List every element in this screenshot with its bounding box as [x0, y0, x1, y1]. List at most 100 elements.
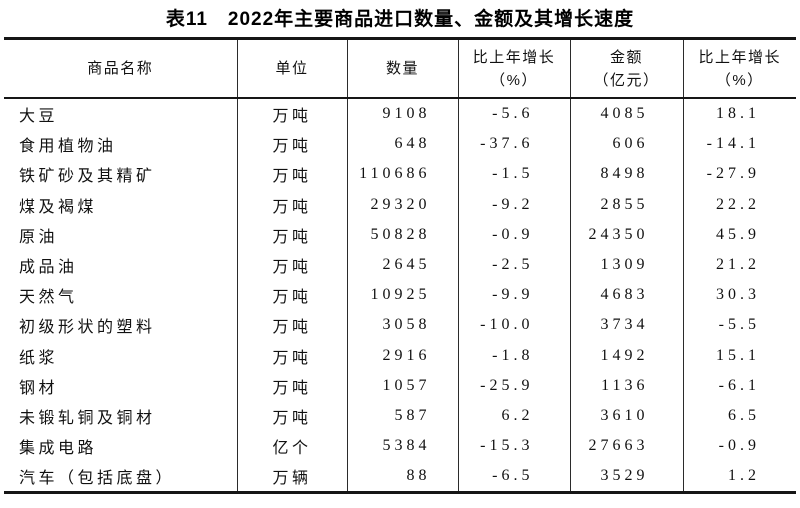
cell-quantity: 648 [346, 129, 458, 160]
cell-quantity_growth: -2.5 [457, 249, 570, 281]
table-header: 商品名称 单位 数量 比上年增长 （%） 金额 （亿元） 比上年增长 （%） [4, 38, 796, 99]
cell-commodity: 汽车（包括底盘） [19, 470, 176, 488]
table-row: 成品油 万吨 2645 -2.5 1309 21.2 [4, 249, 796, 281]
cell-amount: 2855 [569, 189, 683, 220]
cell-amount: 8498 [569, 159, 683, 190]
cell-unit: 亿个 [236, 431, 347, 462]
cell-quantity: 5384 [346, 431, 458, 462]
cell-amount: 1492 [569, 340, 683, 371]
cell-unit: 万吨 [236, 189, 347, 220]
cell-unit: 万吨 [236, 280, 347, 311]
cell-unit: 万吨 [236, 219, 347, 250]
cell-amount_growth: 15.1 [682, 340, 796, 371]
col-header-quantity-growth-unit: （%） [490, 71, 538, 89]
cell-quantity: 10925 [346, 280, 458, 311]
cell-unit: 万吨 [236, 370, 347, 401]
col-header-quantity-label: 数量 [385, 60, 419, 77]
cell-amount: 1136 [569, 370, 683, 401]
cell-quantity_growth: -25.9 [457, 370, 570, 401]
table-row: 未锻轧铜及铜材 万吨 587 6.2 3610 6.5 [4, 400, 796, 432]
table-row: 初级形状的塑料 万吨 3058 -10.0 3734 -5.5 [4, 310, 796, 341]
cell-unit: 万吨 [236, 310, 347, 341]
cell-unit: 万吨 [236, 340, 347, 371]
cell-amount_growth: 22.2 [682, 189, 796, 220]
cell-commodity: 成品油 [19, 259, 78, 277]
header-row: 商品名称 单位 数量 比上年增长 （%） 金额 （亿元） 比上年增长 （%） [4, 38, 796, 99]
cell-amount_growth: -27.9 [682, 159, 796, 190]
cell-quantity: 29320 [346, 189, 458, 220]
col-header-quantity-growth: 比上年增长 （%） [457, 38, 570, 99]
cell-quantity: 110686 [346, 159, 458, 190]
table-row: 食用植物油 万吨 648 -37.6 606 -14.1 [4, 129, 796, 160]
table-row: 煤及褐煤 万吨 29320 -9.2 2855 22.2 [4, 189, 796, 220]
cell-commodity: 铁矿砂及其精矿 [19, 168, 156, 186]
cell-amount_growth: 6.5 [682, 400, 796, 432]
cell-quantity_growth: -5.6 [457, 98, 570, 130]
cell-unit: 万辆 [236, 461, 347, 493]
cell-amount_growth: 21.2 [682, 249, 796, 281]
col-header-commodity: 商品名称 [4, 38, 237, 99]
col-header-amount-label: 金额 [609, 48, 643, 66]
cell-quantity_growth: -6.5 [457, 461, 570, 493]
table-row: 天然气 万吨 10925 -9.9 4683 30.3 [4, 280, 796, 311]
cell-quantity_growth: -37.6 [457, 129, 570, 160]
col-header-amount-growth-label: 比上年增长 [698, 48, 781, 66]
cell-quantity_growth: -10.0 [457, 310, 570, 341]
col-header-unit: 单位 [236, 38, 347, 99]
col-header-commodity-label: 商品名称 [87, 60, 154, 77]
table-row: 铁矿砂及其精矿 万吨 110686 -1.5 8498 -27.9 [4, 159, 796, 190]
cell-amount_growth: 30.3 [682, 280, 796, 311]
col-header-amount-growth-unit: （%） [715, 71, 764, 89]
cell-amount: 4683 [569, 280, 683, 311]
table-body: 大豆 万吨 9108 -5.6 4085 18.1 食用植物油 万吨 648 -37.6 606 -1… [4, 98, 796, 493]
table-row: 汽车（包括底盘） 万辆 88 -6.5 3529 1.2 [4, 461, 796, 493]
table-row: 集成电路 亿个 5384 -15.3 27663 -0.9 [4, 431, 796, 462]
cell-quantity: 1057 [346, 370, 458, 401]
cell-quantity: 3058 [346, 310, 458, 341]
cell-amount_growth: -5.5 [682, 310, 796, 341]
table-title: 表11 2022年主要商品进口数量、金额及其增长速度 [165, 9, 635, 30]
cell-commodity: 未锻轧铜及铜材 [19, 409, 156, 427]
col-header-amount-unit: （亿元） [593, 71, 660, 89]
cell-quantity_growth: -9.9 [457, 280, 570, 311]
cell-quantity: 2645 [346, 249, 458, 281]
cell-quantity_growth: 6.2 [457, 400, 570, 432]
cell-unit: 万吨 [236, 400, 347, 432]
cell-quantity_growth: -1.8 [457, 340, 570, 371]
cell-amount_growth: -6.1 [682, 370, 796, 401]
cell-amount_growth: 1.2 [682, 461, 796, 493]
col-header-amount-growth: 比上年增长 （%） [682, 38, 796, 99]
cell-amount: 3529 [569, 461, 683, 493]
cell-quantity_growth: -15.3 [457, 431, 570, 462]
cell-commodity: 钢材 [19, 379, 59, 397]
cell-amount: 24350 [569, 219, 683, 250]
cell-quantity: 2916 [346, 340, 458, 371]
cell-commodity: 煤及褐煤 [19, 198, 98, 216]
table-row: 纸浆 万吨 2916 -1.8 1492 15.1 [4, 340, 796, 371]
cell-amount: 27663 [569, 431, 683, 462]
import-commodities-table: 商品名称 单位 数量 比上年增长 （%） 金额 （亿元） 比上年增长 （%） [4, 37, 796, 495]
cell-amount_growth: 45.9 [682, 219, 796, 250]
cell-quantity_growth: -1.5 [457, 159, 570, 190]
cell-quantity: 88 [346, 461, 458, 493]
cell-amount: 1309 [569, 249, 683, 281]
cell-unit: 万吨 [236, 159, 347, 190]
cell-commodity: 纸浆 [19, 349, 59, 367]
cell-unit: 万吨 [236, 98, 347, 130]
cell-quantity: 50828 [346, 219, 458, 250]
cell-commodity: 天然气 [19, 289, 78, 307]
cell-amount: 3610 [569, 400, 683, 432]
cell-quantity_growth: -9.2 [457, 189, 570, 220]
table-row: 原油 万吨 50828 -0.9 24350 45.9 [4, 219, 796, 250]
cell-quantity: 587 [346, 400, 458, 432]
cell-unit: 万吨 [236, 249, 347, 281]
col-header-unit-label: 单位 [275, 60, 309, 77]
col-header-amount: 金额 （亿元） [569, 38, 683, 99]
cell-amount: 4085 [569, 98, 683, 130]
col-header-quantity-growth-label: 比上年增长 [472, 48, 556, 66]
cell-commodity: 集成电路 [19, 440, 98, 458]
table-row: 钢材 万吨 1057 -25.9 1136 -6.1 [4, 370, 796, 401]
cell-amount: 3734 [569, 310, 683, 341]
col-header-quantity: 数量 [346, 38, 458, 99]
